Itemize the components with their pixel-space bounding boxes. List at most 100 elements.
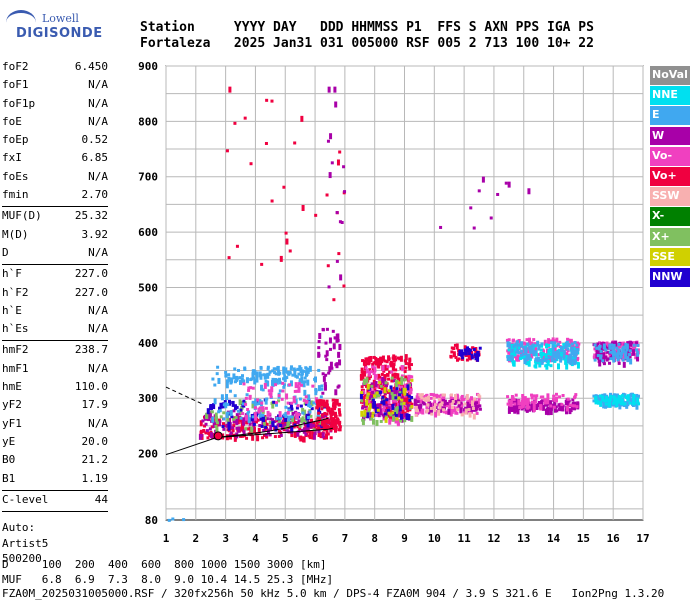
echo-point [565, 340, 569, 347]
echo-point [381, 376, 385, 383]
autoscale-info: Auto: Artist5 500200 [2, 520, 108, 567]
echo-point [543, 357, 547, 361]
echo-point [244, 396, 248, 400]
echo-point [504, 181, 508, 185]
param-row-foe: foE N/A [2, 113, 108, 131]
y-tick-label: 400 [138, 337, 158, 350]
echo-point [380, 357, 384, 361]
echo-point [526, 347, 530, 354]
echo-point [464, 408, 468, 415]
echo-point [293, 431, 297, 438]
echo-point [419, 403, 423, 407]
echo-point [324, 341, 328, 345]
echo-point [611, 349, 615, 353]
echo-point [365, 377, 369, 384]
echo-point [632, 397, 636, 401]
param-value: 20.0 [81, 434, 109, 448]
echo-point [534, 350, 538, 354]
echo-point [256, 418, 260, 422]
echo-point [325, 193, 329, 197]
echo-point [364, 357, 368, 364]
echo-point [327, 371, 331, 375]
echo-point [332, 343, 336, 350]
echo-point [393, 372, 397, 379]
echo-point [361, 404, 365, 408]
echo-point [617, 394, 621, 398]
echo-point [320, 415, 324, 419]
echo-point [627, 347, 631, 351]
echo-point [571, 398, 575, 402]
echo-point [295, 411, 299, 418]
param-row-mufd: MUF(D) 25.32 [2, 207, 108, 225]
echo-point [570, 342, 574, 346]
echo-point [564, 402, 568, 406]
echo-point [266, 372, 270, 379]
echo-point [516, 348, 520, 352]
param-row-yf2: yF2 17.9 [2, 396, 108, 414]
echo-point [599, 349, 603, 353]
echo-point [635, 403, 639, 410]
echo-point [530, 396, 534, 400]
echo-point [229, 431, 233, 435]
echo-point [613, 350, 617, 357]
echo-point [622, 361, 626, 368]
param-row-yf1: yF1 N/A [2, 415, 108, 433]
echo-point [376, 408, 380, 412]
param-value: 6.85 [81, 151, 109, 165]
echo-point [362, 359, 366, 366]
echo-point [469, 400, 473, 404]
echo-point [409, 388, 413, 392]
echo-point [314, 424, 318, 428]
echo-point [299, 383, 303, 387]
echo-point [391, 373, 395, 377]
echo-point [298, 380, 302, 384]
echo-point [231, 400, 235, 407]
echo-point [372, 418, 376, 425]
x-tick-label: 1 [163, 532, 170, 545]
echo-point [409, 363, 413, 367]
echo-point [268, 433, 272, 437]
echo-point [404, 362, 408, 366]
echo-point [534, 394, 538, 401]
echo-point [279, 416, 283, 420]
echo-point [520, 341, 524, 348]
echo-point [572, 396, 576, 400]
echo-point [519, 341, 523, 345]
echo-point [518, 401, 522, 405]
echo-point [576, 348, 580, 352]
echo-point [301, 411, 305, 415]
echo-point [214, 420, 218, 424]
echo-point [398, 391, 402, 395]
echo-point [570, 349, 574, 356]
echo-point [437, 409, 441, 416]
echo-point [549, 357, 553, 361]
echo-point [429, 396, 433, 400]
echo-point [317, 420, 321, 424]
echo-point [382, 405, 386, 412]
echo-point [517, 338, 521, 342]
echo-point [596, 354, 600, 358]
echo-point [468, 404, 472, 411]
echo-point [304, 432, 308, 436]
echo-point [468, 412, 472, 416]
echo-point [460, 357, 464, 361]
echo-point [524, 346, 528, 353]
legend-item-ssw: SSW [650, 187, 690, 206]
echo-point [406, 409, 410, 413]
echo-point [568, 403, 572, 407]
echo-point [292, 396, 296, 403]
echo-point [611, 341, 615, 345]
echo-point [331, 329, 335, 333]
echo-point [367, 374, 371, 381]
echo-point [215, 416, 219, 423]
echo-point [293, 389, 297, 393]
echo-point [370, 384, 374, 388]
echo-point [269, 417, 273, 421]
echo-point [535, 394, 539, 398]
x-tick-label: 11 [458, 532, 472, 545]
echo-point [456, 395, 460, 402]
echo-point [532, 348, 536, 352]
echo-point [280, 424, 284, 431]
echo-point [474, 405, 478, 412]
echo-point [388, 413, 392, 420]
